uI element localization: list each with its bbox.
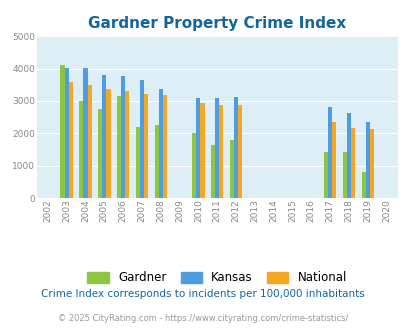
Bar	[68, 82, 72, 198]
Bar	[83, 68, 87, 198]
Legend: Gardner, Kansas, National: Gardner, Kansas, National	[82, 267, 351, 289]
Bar	[98, 109, 102, 198]
Bar	[350, 128, 354, 198]
Bar	[144, 94, 148, 198]
Bar	[196, 98, 200, 198]
Bar	[323, 152, 327, 198]
Bar	[369, 129, 373, 198]
Bar	[229, 140, 233, 198]
Bar	[233, 97, 237, 198]
Bar	[331, 122, 335, 198]
Bar	[342, 152, 346, 198]
Bar	[154, 125, 158, 198]
Bar	[219, 105, 223, 198]
Bar	[192, 133, 196, 198]
Bar	[139, 80, 144, 198]
Text: Crime Index corresponds to incidents per 100,000 inhabitants: Crime Index corresponds to incidents per…	[41, 289, 364, 299]
Bar	[200, 103, 204, 198]
Bar	[125, 91, 129, 198]
Bar	[87, 85, 92, 198]
Bar	[346, 113, 350, 198]
Bar	[106, 89, 110, 198]
Title: Gardner Property Crime Index: Gardner Property Crime Index	[88, 16, 345, 31]
Bar	[237, 105, 242, 198]
Bar	[60, 65, 64, 198]
Bar	[102, 75, 106, 198]
Bar	[215, 98, 219, 198]
Bar	[211, 145, 215, 198]
Bar	[365, 122, 369, 198]
Bar	[162, 95, 166, 198]
Bar	[158, 89, 162, 198]
Bar	[79, 101, 83, 198]
Text: © 2025 CityRating.com - https://www.cityrating.com/crime-statistics/: © 2025 CityRating.com - https://www.city…	[58, 314, 347, 323]
Bar	[361, 172, 365, 198]
Bar	[327, 108, 331, 198]
Bar	[135, 127, 139, 198]
Bar	[117, 96, 121, 198]
Bar	[121, 76, 125, 198]
Bar	[64, 68, 68, 198]
